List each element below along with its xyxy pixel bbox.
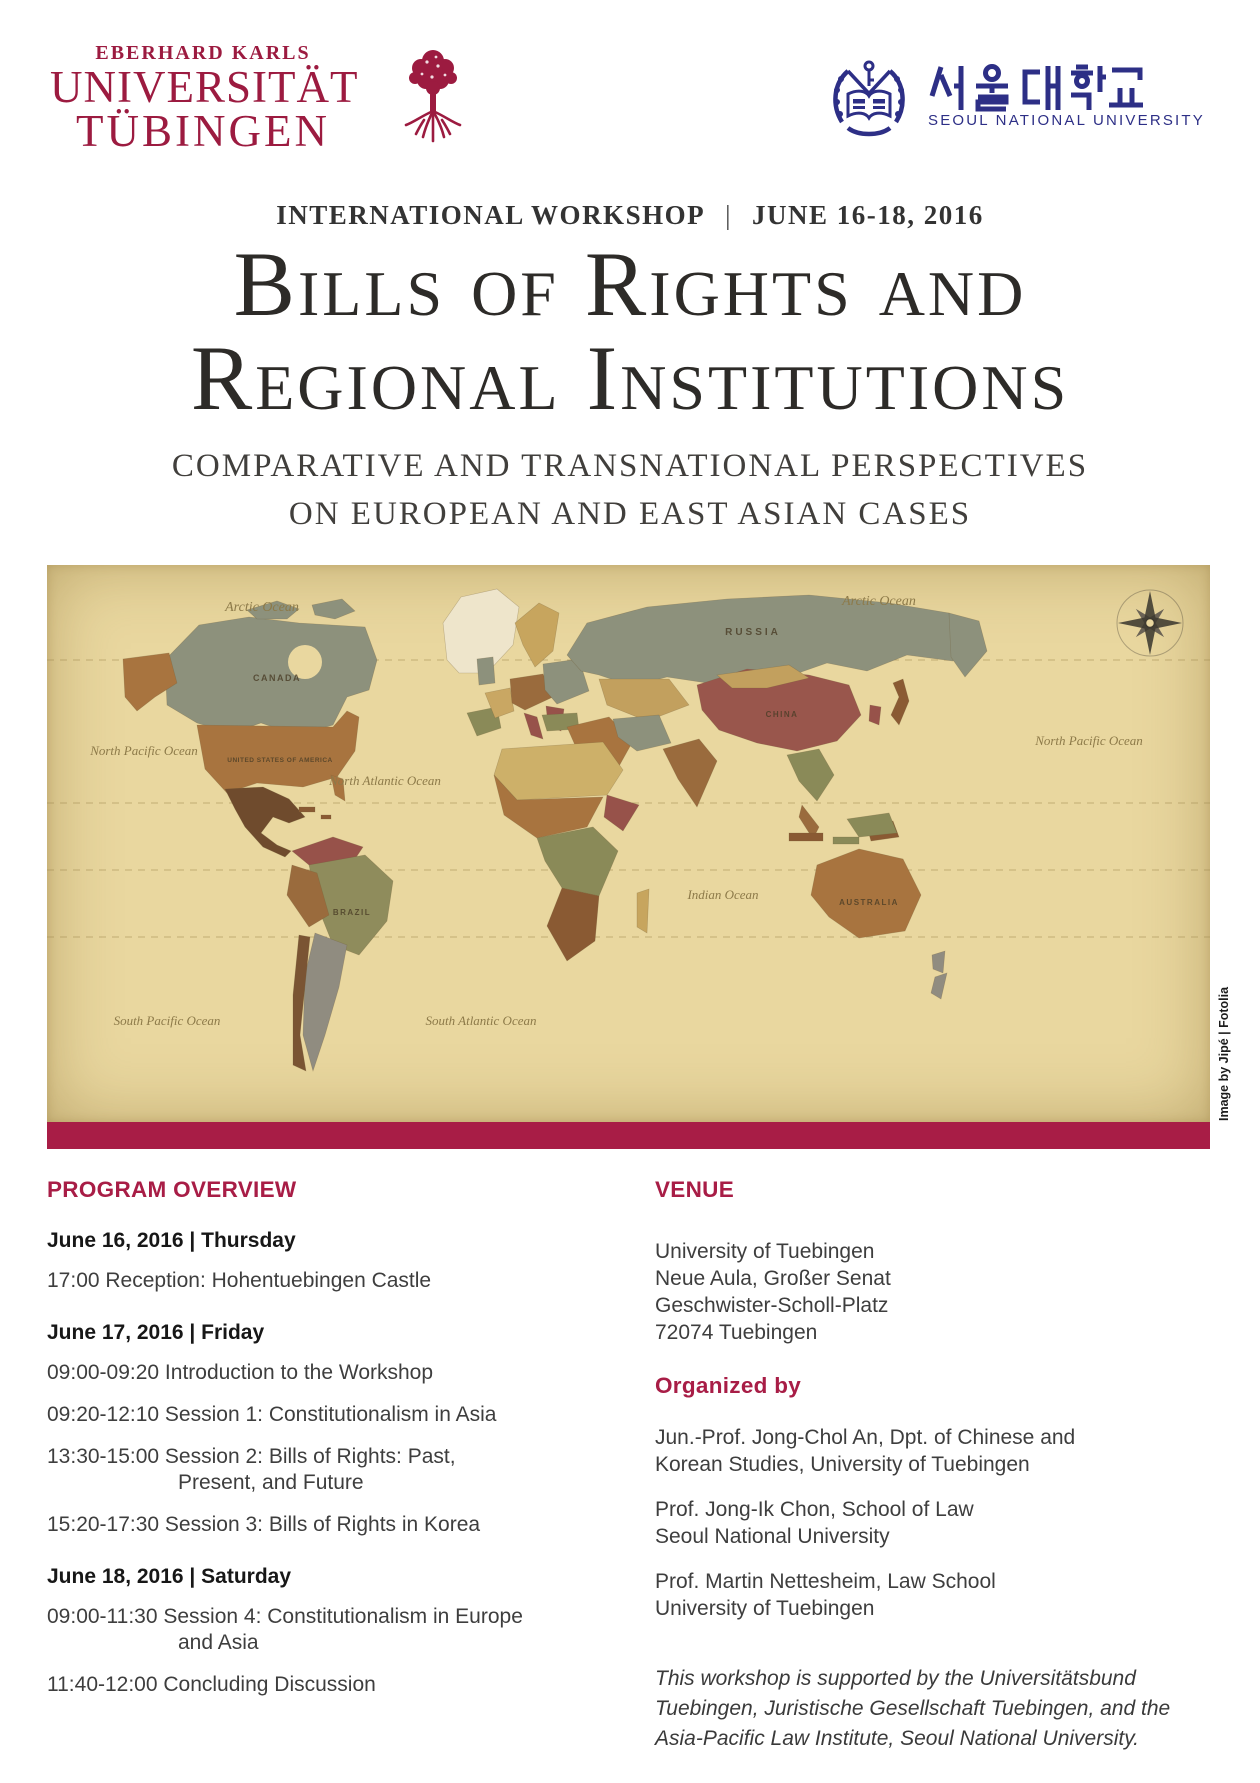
page-subtitle-line1: COMPARATIVE AND TRANSNATIONAL PERSPECTIV… — [171, 448, 1089, 484]
program-day: June 18, 2016 | Saturday 09:00-11:30 Ses… — [47, 1564, 627, 1698]
ocean-labels: Arctic Ocean Arctic Ocean North Pacific … — [89, 594, 1143, 1028]
organizer-line: Jun.-Prof. Jong-Chol An, Dpt. of Chinese… — [655, 1426, 1076, 1449]
venue-heading: VENUE — [655, 1177, 735, 1202]
support-note-line: Asia-Pacific Law Institute, Seoul Nation… — [655, 1727, 1139, 1750]
support-note: This workshop is supported by the Univer… — [655, 1664, 1195, 1754]
organizer-line: Korean Studies, University of Tuebingen — [655, 1453, 1030, 1476]
country-labels: CANADA UNITED STATES OF AMERICA RUSSIA C… — [227, 627, 899, 917]
kicker-separator: | — [725, 200, 732, 230]
venue-line: 72074 Tuebingen — [655, 1321, 818, 1344]
accent-divider-bar — [47, 1122, 1210, 1149]
organizer-line: Seoul National University — [655, 1525, 890, 1548]
organizer-line: Prof. Martin Nettesheim, Law School — [655, 1570, 996, 1593]
kicker-left: INTERNATIONAL WORKSHOP — [276, 200, 706, 230]
page-title-line2: Regional Institutions — [190, 327, 1070, 429]
svg-text:CANADA: CANADA — [253, 673, 301, 683]
program-overview-section: PROGRAM OVERVIEW June 16, 2016 | Thursda… — [47, 1178, 627, 1698]
tuebingen-logo-line2: UNIVERSITÄT — [50, 62, 359, 112]
venue-address: University of Tuebingen Neue Aula, Große… — [655, 1238, 1195, 1346]
program-item: 09:20-12:10 Session 1: Constitutionalism… — [47, 1403, 497, 1426]
tuebingen-logo-line1: EBERHARD KARLS — [95, 42, 311, 64]
venue-section: VENUE University of Tuebingen Neue Aula,… — [655, 1178, 1195, 1754]
program-item: 13:30-15:00 Session 2: Bills of Rights: … — [47, 1445, 456, 1494]
svg-text:South Atlantic Ocean: South Atlantic Ocean — [426, 1013, 537, 1028]
support-note-line: Tuebingen, Juristische Gesellschaft Tueb… — [655, 1697, 1171, 1720]
snu-crest-icon — [833, 60, 905, 137]
svg-text:BRAZIL: BRAZIL — [333, 908, 371, 917]
organizer-line: University of Tuebingen — [655, 1597, 875, 1620]
svg-text:AUSTRALIA: AUSTRALIA — [839, 898, 899, 907]
program-day-header: June 18, 2016 | Saturday — [47, 1565, 292, 1588]
tuebingen-logo-line3: TÜBINGEN — [76, 106, 330, 156]
program-item: 15:20-17:30 Session 3: Bills of Rights i… — [47, 1513, 481, 1536]
page-subtitle-line2: ON EUROPEAN AND EAST ASIAN CASES — [288, 496, 972, 532]
program-item: 09:00-11:30 Session 4: Constitutionalism… — [47, 1605, 523, 1654]
svg-text:North Atlantic Ocean: North Atlantic Ocean — [328, 773, 441, 788]
snu-korean-wordmark — [929, 64, 1143, 112]
program-day-header: June 17, 2016 | Friday — [47, 1321, 265, 1344]
organizer-entry: Jun.-Prof. Jong-Chol An, Dpt. of Chinese… — [655, 1424, 1195, 1478]
venue-line: Neue Aula, Großer Senat — [655, 1267, 891, 1290]
tuebingen-tree-icon — [404, 50, 462, 143]
svg-text:RUSSIA: RUSSIA — [725, 627, 781, 638]
program-day: June 16, 2016 | Thursday 17:00 Reception… — [47, 1228, 627, 1294]
organizer-line: Prof. Jong-Ik Chon, School of Law — [655, 1498, 974, 1521]
organizer-entry: Prof. Jong-Ik Chon, School of Law Seoul … — [655, 1496, 1195, 1550]
svg-text:North Pacific Ocean: North Pacific Ocean — [89, 743, 198, 758]
svg-text:UNITED STATES OF AMERICA: UNITED STATES OF AMERICA — [227, 757, 332, 764]
continents — [122, 588, 988, 1073]
support-note-line: This workshop is supported by the Univer… — [655, 1667, 1136, 1690]
svg-text:Indian Ocean: Indian Ocean — [686, 887, 758, 902]
program-item: 17:00 Reception: Hohentuebingen Castle — [47, 1269, 432, 1292]
organizer-entry: Prof. Martin Nettesheim, Law School Univ… — [655, 1568, 1195, 1622]
image-credit: Image by Jipé | Fotolia — [1217, 986, 1231, 1121]
venue-line: University of Tuebingen — [655, 1240, 875, 1263]
venue-line: Geschwister-Scholl-Platz — [655, 1294, 889, 1317]
kicker-right: JUNE 16-18, 2016 — [751, 200, 984, 230]
world-map-image: Arctic Ocean Arctic Ocean North Pacific … — [47, 565, 1210, 1122]
organized-by-heading: Organized by — [655, 1373, 802, 1398]
program-overview-heading: PROGRAM OVERVIEW — [47, 1177, 297, 1202]
compass-rose-icon — [1116, 589, 1184, 657]
program-day-header: June 16, 2016 | Thursday — [47, 1229, 296, 1252]
svg-text:North Pacific Ocean: North Pacific Ocean — [1034, 733, 1143, 748]
program-item: 11:40-12:00 Concluding Discussion — [47, 1673, 376, 1696]
svg-text:Arctic Ocean: Arctic Ocean — [841, 594, 916, 609]
program-item: 09:00-09:20 Introduction to the Workshop — [47, 1361, 434, 1384]
svg-text:Arctic Ocean: Arctic Ocean — [224, 600, 299, 615]
program-day: June 17, 2016 | Friday 09:00-09:20 Intro… — [47, 1320, 627, 1538]
page-title-line1: Bills of Rights and — [233, 233, 1027, 335]
svg-text:CHINA: CHINA — [766, 710, 799, 719]
tuebingen-logo: EBERHARD KARLS UNIVERSITÄT TÜBINGEN — [50, 42, 359, 156]
workshop-kicker: INTERNATIONAL WORKSHOP | JUNE 16-18, 2016 — [0, 200, 1260, 231]
snu-logo-english: SEOUL NATIONAL UNIVERSITY — [928, 112, 1205, 129]
svg-text:South Pacific Ocean: South Pacific Ocean — [114, 1013, 221, 1028]
